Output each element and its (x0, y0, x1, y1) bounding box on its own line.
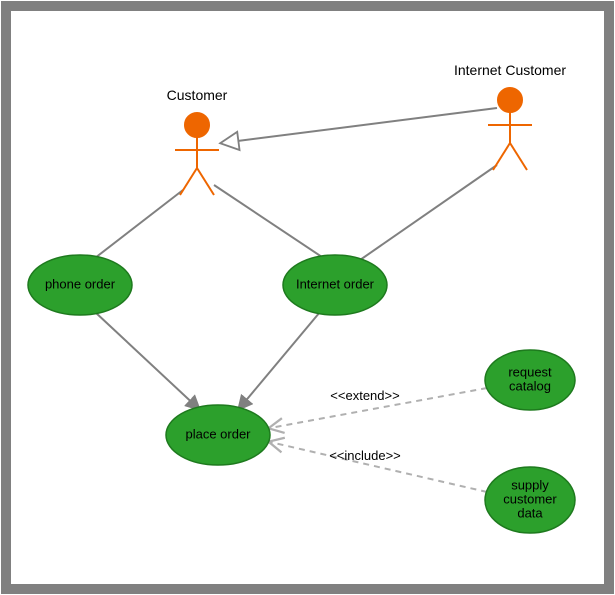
edge-label-supply-to-place: <<include>> (329, 448, 401, 463)
usecase-label-request-catalog-1: catalog (509, 378, 551, 393)
usecase-label-supply-customer-data-1: customer (503, 491, 557, 506)
actor-label-customer: Customer (167, 87, 228, 103)
edge-label-request-to-place: <<extend>> (330, 388, 399, 403)
usecase-label-supply-customer-data-0: supply (511, 477, 549, 492)
actor-head-icon (185, 113, 209, 137)
usecase-label-supply-customer-data-2: data (517, 505, 543, 520)
usecase-phone-order: phone order (28, 255, 132, 315)
usecase-place-order: place order (166, 405, 270, 465)
usecase-label-place-order: place order (185, 426, 251, 441)
usecase-label-phone-order: phone order (45, 276, 116, 291)
usecase-supply-customer-data: supplycustomerdata (485, 467, 575, 533)
usecase-label-request-catalog-0: request (508, 364, 552, 379)
actor-head-icon (498, 88, 522, 112)
usecase-label-internet-order: Internet order (296, 276, 375, 291)
usecase-internet-order: Internet order (283, 255, 387, 315)
usecase-request-catalog: requestcatalog (485, 350, 575, 410)
actor-label-internet-customer: Internet Customer (454, 62, 566, 78)
